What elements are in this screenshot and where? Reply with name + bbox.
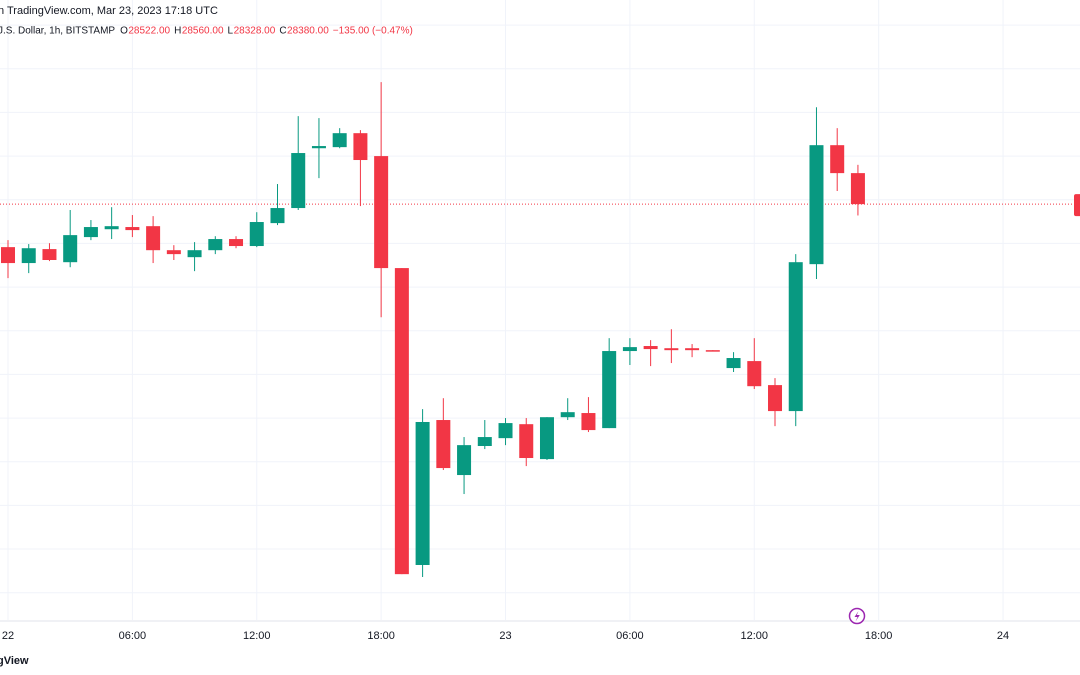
x-tick-label: 22 bbox=[2, 630, 14, 642]
candle-body bbox=[166, 250, 181, 255]
x-tick-label: 24 bbox=[997, 630, 1009, 642]
x-tick-label: 12:00 bbox=[243, 630, 271, 642]
legend-ohlc-value: 28380.00 bbox=[287, 26, 329, 37]
candle-body bbox=[208, 239, 223, 251]
candle-body bbox=[685, 348, 700, 351]
candle-body bbox=[146, 226, 161, 251]
candle-body bbox=[788, 262, 803, 412]
legend-ohlc-letter: O bbox=[120, 26, 128, 37]
legend-ohlc-value: 28328.00 bbox=[234, 26, 276, 37]
x-tick-label: 06:00 bbox=[119, 630, 147, 642]
candle-body bbox=[602, 351, 617, 429]
candle-body bbox=[249, 222, 264, 247]
legend: J.S. Dollar, 1h, BITSTAMP O 28522.00 H 28560… bbox=[0, 26, 413, 37]
candle-body bbox=[622, 347, 637, 352]
candle-body bbox=[1, 247, 15, 264]
candle-body bbox=[270, 208, 285, 224]
candle-body bbox=[291, 153, 306, 209]
legend-ohlc-letter: L bbox=[228, 26, 234, 37]
candle-body bbox=[560, 412, 575, 418]
candle-body bbox=[705, 350, 720, 352]
candle-body bbox=[726, 358, 741, 369]
x-tick-label: 06:00 bbox=[616, 630, 644, 642]
header-source: n TradingView.com, Mar 23, 2023 17:18 UT… bbox=[0, 5, 218, 17]
candle-body bbox=[42, 249, 57, 261]
candle-body bbox=[747, 361, 762, 387]
candle-body bbox=[125, 227, 140, 231]
candle-body bbox=[229, 239, 244, 247]
events-icon-bolt bbox=[854, 611, 860, 622]
x-tick-label: 23 bbox=[499, 630, 511, 642]
events-icon bbox=[848, 607, 866, 625]
candle-body bbox=[187, 250, 202, 258]
candle-body bbox=[809, 145, 824, 265]
candle-body bbox=[332, 133, 347, 148]
candle-body bbox=[581, 413, 596, 431]
legend-ohlc-value: 28560.00 bbox=[182, 26, 224, 37]
candle-body bbox=[436, 420, 451, 469]
candle-body bbox=[415, 421, 430, 565]
candle-body bbox=[63, 235, 78, 263]
x-tick-label: 12:00 bbox=[741, 630, 769, 642]
candle-body bbox=[21, 248, 36, 264]
candle-body bbox=[830, 145, 845, 174]
legend-ohlc-value: 28522.00 bbox=[128, 26, 170, 37]
candle-body bbox=[539, 417, 554, 460]
legend-change: −135.00 (−0.47%) bbox=[333, 26, 413, 37]
watermark: gView bbox=[0, 655, 29, 667]
candle-body bbox=[477, 437, 492, 447]
candle-body bbox=[643, 346, 658, 350]
candle-body bbox=[850, 173, 865, 205]
candle-body bbox=[664, 348, 679, 351]
candle-body bbox=[104, 226, 119, 230]
last-price-tag bbox=[1074, 194, 1080, 217]
legend-symbol: J.S. Dollar, 1h, BITSTAMP bbox=[0, 26, 115, 37]
candle-body bbox=[519, 424, 534, 459]
candle-body bbox=[311, 146, 326, 149]
candle-body bbox=[457, 445, 472, 476]
candles bbox=[1, 82, 865, 577]
candle-body bbox=[394, 268, 409, 575]
candle-body bbox=[768, 385, 783, 412]
candle-body bbox=[498, 423, 513, 439]
legend-ohlc-letter: C bbox=[279, 26, 286, 37]
x-tick-label: 18:00 bbox=[865, 630, 893, 642]
candle-body bbox=[374, 156, 389, 269]
legend-ohlc-letter: H bbox=[174, 26, 181, 37]
x-tick-label: 18:00 bbox=[367, 630, 395, 642]
candle-body bbox=[353, 133, 368, 161]
candle-body bbox=[83, 227, 98, 238]
